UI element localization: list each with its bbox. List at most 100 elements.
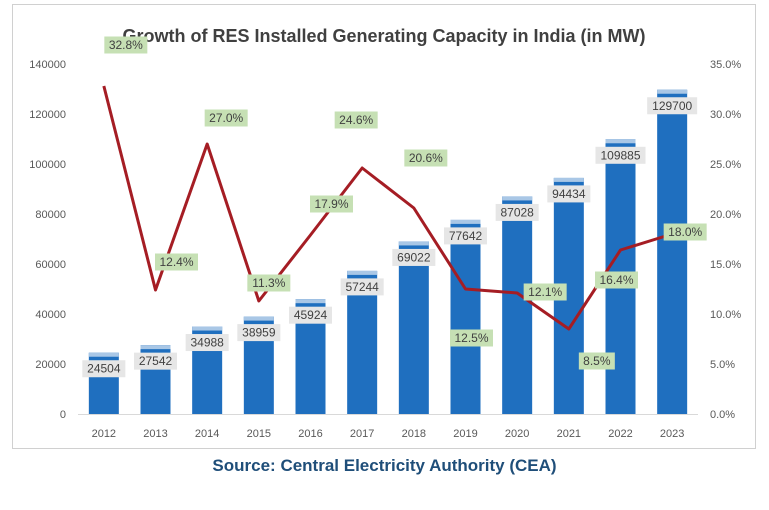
line-value-label-bg [204, 109, 248, 127]
bar-cap [657, 89, 688, 94]
bar-cap [295, 299, 326, 304]
bar-cap [398, 241, 429, 246]
bar-value-label-bg [495, 203, 539, 221]
bar-value-label-bg [392, 248, 436, 266]
line-value-label-bg [104, 36, 148, 54]
y-right-tick-label: 5.0% [710, 359, 735, 371]
bar-value-label: 45924 [294, 308, 328, 322]
x-tick-label: 2023 [660, 428, 684, 440]
line-value-label: 18.0% [668, 225, 702, 239]
x-tick-label: 2020 [505, 428, 529, 440]
line-value-label-bg [663, 223, 707, 241]
y-right-tick-label: 30.0% [710, 109, 741, 121]
bar-value-label: 34988 [190, 336, 224, 350]
y-right-tick-label: 15.0% [710, 259, 741, 271]
source-caption: Source: Central Electricity Authority (C… [212, 456, 557, 475]
line-series [102, 85, 673, 331]
line-value-label-bg [523, 283, 567, 301]
chart: Growth of RES Installed Generating Capac… [29, 26, 741, 440]
line-value-label: 17.9% [314, 197, 348, 211]
bar-cap [192, 326, 223, 331]
x-tick-label: 2018 [402, 428, 426, 440]
line-value-label-bg [247, 274, 291, 292]
bar-cap [553, 177, 584, 182]
chart-title: Growth of RES Installed Generating Capac… [122, 26, 645, 46]
line-value-label: 12.5% [454, 331, 488, 345]
y-left-tick-label: 0 [60, 409, 66, 421]
line-value-label-bg [578, 352, 615, 370]
bar-value-label: 27542 [139, 354, 173, 368]
y-left-tick-label: 60000 [35, 259, 66, 271]
x-axis: 2012 2013 2014 2015 2016 2017 2018 2019 2020 2021… [78, 414, 698, 440]
x-tick-label: 2012 [92, 428, 116, 440]
bar [657, 89, 688, 414]
line-value-label: 8.5% [583, 354, 611, 368]
bar-value-label-bg [444, 227, 487, 245]
bar-value-label-bg [647, 97, 698, 115]
x-tick-label: 2019 [453, 428, 477, 440]
line-value-label: 27.0% [209, 111, 243, 125]
y-left-tick-label: 120000 [29, 109, 66, 121]
bar-data-labels: 24504 27542 34988 38959 45924 57244 69022 77642… [82, 97, 698, 378]
y-right-tick-label: 20.0% [710, 209, 741, 221]
bar-value-label: 109885 [600, 148, 640, 162]
bar-cap [347, 270, 378, 275]
x-tick-label: 2017 [350, 428, 374, 440]
line-value-label-bg [404, 149, 448, 167]
y-axis-right: 0.0% 5.0% 10.0% 15.0% 20.0% 25.0% 30.0% 35.0% [710, 59, 741, 421]
x-tick-label: 2014 [195, 428, 219, 440]
bar-value-label: 77642 [449, 229, 483, 243]
bar-cap [605, 139, 636, 144]
bar-value-label: 69022 [397, 250, 431, 264]
y-right-tick-label: 35.0% [710, 59, 741, 71]
bar-cap [450, 219, 481, 224]
x-tick-label: 2021 [557, 428, 581, 440]
line-value-label: 11.3% [252, 276, 285, 290]
y-right-tick-label: 25.0% [710, 159, 741, 171]
line-value-label: 12.1% [528, 285, 562, 299]
y-axis-left: 0 20000 40000 60000 80000 100000 120000 140000 [29, 59, 66, 421]
line-value-label-bg [334, 111, 378, 129]
bar-value-label: 24504 [87, 362, 121, 376]
line-value-label: 24.6% [339, 113, 373, 127]
bar-value-label: 57244 [345, 280, 379, 294]
bar-cap [243, 316, 274, 321]
y-left-tick-label: 80000 [35, 209, 66, 221]
bar-cap [88, 352, 119, 357]
line-value-label: 12.4% [159, 255, 193, 269]
growth-line [102, 85, 673, 331]
y-left-tick-label: 100000 [29, 159, 66, 171]
bar-value-label-bg [289, 306, 332, 324]
line-value-label: 32.8% [109, 38, 143, 52]
bar [450, 219, 481, 414]
line-value-label-bg [310, 195, 353, 213]
bar-value-label: 129700 [652, 99, 692, 113]
bar-value-label: 87028 [500, 205, 534, 219]
y-left-tick-label: 40000 [35, 309, 66, 321]
line-value-label: 20.6% [409, 151, 443, 165]
line-value-label-bg [595, 271, 638, 289]
y-left-tick-label: 20000 [35, 359, 66, 371]
bar-value-label-bg [185, 334, 229, 352]
x-tick-label: 2022 [608, 428, 632, 440]
bar-value-label-bg [82, 360, 126, 378]
bar-value-label-bg [340, 278, 384, 296]
line-value-label: 16.4% [599, 273, 633, 287]
bar [398, 241, 429, 414]
line-value-label-bg [155, 253, 198, 271]
x-tick-label: 2013 [143, 428, 167, 440]
bar-value-label-bg [237, 324, 281, 342]
y-right-tick-label: 10.0% [710, 309, 741, 321]
bar-value-label-bg [595, 146, 646, 164]
line-data-labels: 32.8% 12.4% 27.0% 11.3% 17.9% 24.6% 20.6% 12.5%… [104, 36, 707, 370]
bar-value-label: 38959 [242, 326, 276, 340]
bar-value-label: 94434 [552, 187, 586, 201]
bar [502, 196, 533, 414]
x-tick-label: 2015 [247, 428, 271, 440]
bar-value-label-bg [134, 352, 177, 370]
y-left-tick-label: 140000 [29, 59, 66, 71]
y-right-tick-label: 0.0% [710, 409, 735, 421]
bar-cap [140, 345, 171, 350]
line-value-label-bg [450, 329, 493, 347]
bar-value-label-bg [547, 185, 591, 203]
